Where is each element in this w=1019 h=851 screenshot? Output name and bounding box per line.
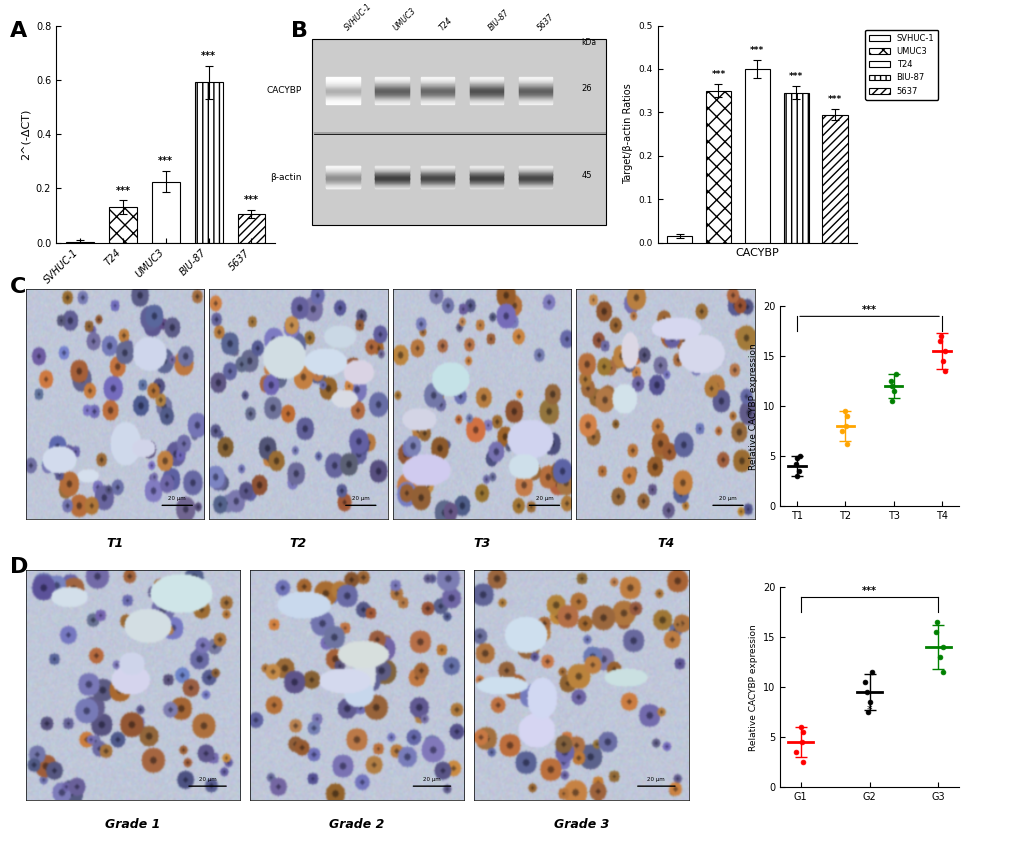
Point [887,368,903,381]
Point [789,470,805,483]
Point [795,756,811,769]
Point [931,334,948,348]
Point [838,409,854,423]
Point [861,695,877,709]
Point [934,640,951,654]
Point [789,452,805,465]
Text: 26: 26 [581,84,591,93]
Point [926,625,943,639]
Text: T4: T4 [656,538,674,551]
Point [936,364,953,378]
Text: ***: *** [115,186,130,196]
Point [792,720,808,734]
Text: Grade 2: Grade 2 [329,819,384,831]
Point [882,380,899,393]
Text: CACYBP: CACYBP [266,86,302,95]
Text: ***: *** [750,46,763,55]
Text: D: D [10,557,29,578]
Text: T1: T1 [106,538,123,551]
Text: ***: *** [244,195,259,205]
Text: T2: T2 [289,538,307,551]
Bar [705,90,731,243]
Text: Grade 3: Grade 3 [553,819,608,831]
Text: 20 μm: 20 μm [352,496,369,500]
Point [936,345,953,358]
Text: ***: *** [827,95,842,104]
Text: Grade 1: Grade 1 [105,819,160,831]
Point [884,385,901,398]
Text: ***: *** [861,306,876,316]
Text: 20 μm: 20 μm [718,496,736,500]
Bar [744,69,769,243]
Point [928,615,945,629]
Point [934,355,951,368]
Text: 20 μm: 20 μm [423,777,440,781]
Y-axis label: Relative CACYBP expression: Relative CACYBP expression [748,343,757,470]
Bar [666,236,692,243]
Text: ***: *** [158,156,173,166]
Text: BIU-87: BIU-87 [486,8,511,32]
Bar [312,38,605,226]
Text: UMUC3: UMUC3 [391,6,418,32]
Text: C: C [10,277,26,297]
Text: *: * [866,705,871,715]
Point [931,650,948,664]
Point [933,665,950,679]
Text: β-actin: β-actin [270,173,302,182]
Text: ***: *** [201,51,216,61]
Point [791,449,807,463]
Bar [195,83,222,243]
Legend: SVHUC-1, UMUC3, T24, BIU-87, 5637: SVHUC-1, UMUC3, T24, BIU-87, 5637 [864,30,937,100]
Point [834,425,850,438]
Text: SVHUC-1: SVHUC-1 [342,2,373,32]
Text: ***: *** [789,72,803,81]
Text: kDa: kDa [581,38,596,48]
Point [839,437,855,451]
Text: 20 μm: 20 μm [168,496,185,500]
Point [838,420,854,433]
Text: 20 μm: 20 μm [199,777,216,781]
Point [793,735,809,749]
Text: 45: 45 [581,171,591,180]
Bar [821,115,847,243]
Y-axis label: Relative CACYBP expression: Relative CACYBP expression [748,624,757,751]
Point [788,745,804,759]
Bar [152,181,179,243]
Bar [783,93,808,243]
Text: T3: T3 [473,538,490,551]
Point [858,685,874,699]
Point [932,329,949,343]
Bar [237,214,265,243]
Point [863,665,879,679]
Point [790,465,806,478]
Text: ***: *** [710,70,725,79]
Point [859,705,875,719]
Text: 5637: 5637 [535,12,555,32]
Text: A: A [10,21,28,42]
Point [787,458,803,471]
Bar [109,208,137,243]
Y-axis label: 2^(-ΔCT): 2^(-ΔCT) [20,108,31,160]
Point [837,404,853,418]
X-axis label: CACYBP: CACYBP [735,248,779,258]
Text: 20 μm: 20 μm [535,496,552,500]
Point [881,374,898,388]
Text: B: B [290,21,308,42]
Text: ***: *** [861,586,876,597]
Text: 20 μm: 20 μm [647,777,664,781]
Text: T24: T24 [437,15,453,32]
Y-axis label: Target/β-actin Ratios: Target/β-actin Ratios [623,83,633,185]
Point [856,676,872,689]
Point [794,725,810,739]
Point [883,395,900,408]
